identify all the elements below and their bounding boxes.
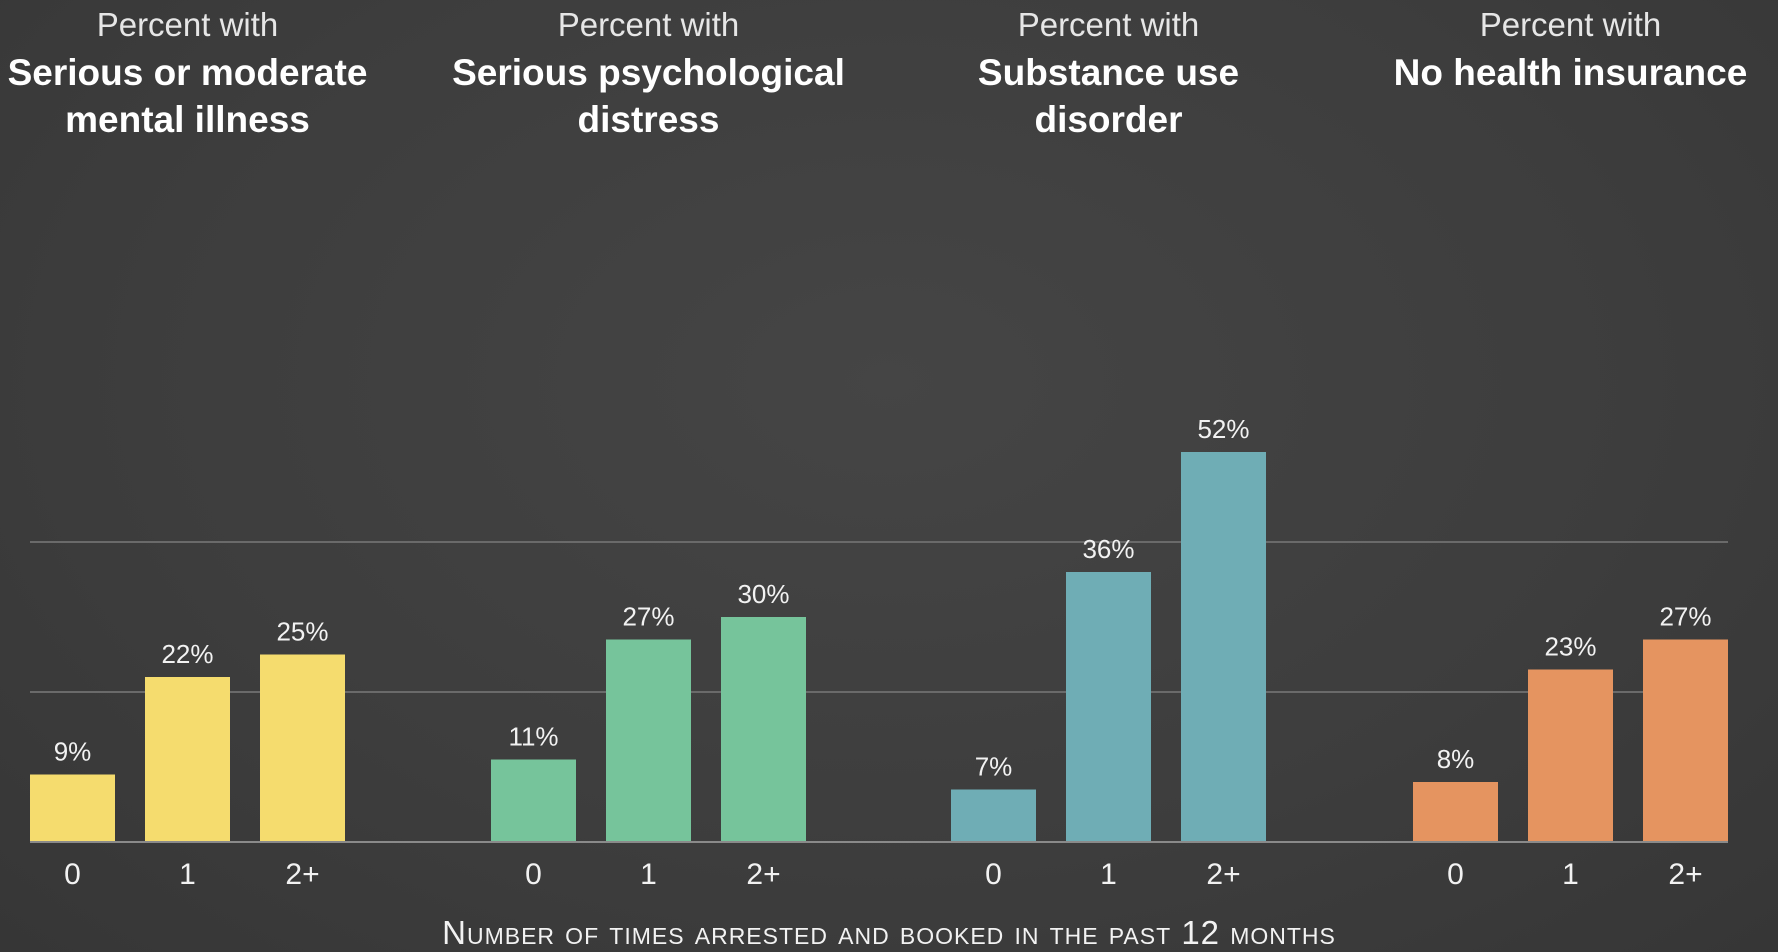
bar-1	[606, 639, 691, 842]
panel-title-line: Substance use	[978, 52, 1239, 93]
panel-title-line: Serious psychological	[452, 52, 845, 93]
panel-3: Percent with Substance use disorder 7% 0 36% 1…	[951, 6, 1266, 891]
data-label: 7%	[975, 752, 1013, 782]
data-label: 27%	[622, 602, 674, 632]
bar-2+	[1643, 639, 1728, 842]
data-label: 36%	[1082, 534, 1134, 564]
x-tick-label: 1	[1562, 858, 1579, 891]
x-tick-label: 2+	[285, 858, 319, 891]
data-label: 22%	[161, 639, 213, 669]
bar-0	[30, 774, 115, 842]
panel-subtitle: Percent with	[97, 6, 279, 43]
panel-title-line: disorder	[1034, 99, 1182, 140]
panel-4: Percent with No health insurance 8% 0 23% 1 27…	[1394, 6, 1748, 891]
bar-1	[145, 677, 230, 842]
data-label: 52%	[1197, 414, 1249, 444]
x-tick-label: 0	[525, 858, 542, 891]
panel-title-line: mental illness	[65, 99, 310, 140]
panels: Percent with Serious or moderate mental il…	[8, 6, 1748, 891]
data-label: 23%	[1544, 632, 1596, 662]
bar-0	[951, 789, 1036, 842]
panel-title-line: No health insurance	[1394, 52, 1748, 93]
panel-title-line: Serious or moderate	[8, 52, 368, 93]
panel-title-line: distress	[578, 99, 720, 140]
bar-0	[491, 759, 576, 842]
bar-2+	[1181, 452, 1266, 842]
x-tick-label: 0	[985, 858, 1002, 891]
panel-subtitle: Percent with	[558, 6, 740, 43]
bar-0	[1413, 782, 1498, 842]
x-tick-label: 1	[640, 858, 657, 891]
data-label: 30%	[737, 579, 789, 609]
x-tick-label: 2+	[1206, 858, 1240, 891]
data-label: 27%	[1659, 602, 1711, 632]
x-axis-title: Number of times arrested and booked in t…	[442, 914, 1336, 951]
panel-subtitle: Percent with	[1018, 6, 1200, 43]
data-label: 25%	[276, 617, 328, 647]
panel-2: Percent with Serious psychological distres…	[452, 6, 845, 891]
bar-1	[1528, 669, 1613, 842]
x-tick-label: 0	[1447, 858, 1464, 891]
data-label: 9%	[54, 737, 92, 767]
bar-2+	[721, 617, 806, 842]
x-tick-label: 2+	[746, 858, 780, 891]
data-label: 11%	[508, 722, 558, 752]
panel-subtitle: Percent with	[1480, 6, 1662, 43]
x-tick-label: 0	[64, 858, 81, 891]
x-tick-label: 2+	[1668, 858, 1702, 891]
x-tick-label: 1	[179, 858, 196, 891]
bar-1	[1066, 572, 1151, 842]
data-label: 8%	[1437, 744, 1475, 774]
x-tick-label: 1	[1100, 858, 1117, 891]
bar-2+	[260, 654, 345, 842]
panel-1: Percent with Serious or moderate mental il…	[8, 6, 368, 891]
